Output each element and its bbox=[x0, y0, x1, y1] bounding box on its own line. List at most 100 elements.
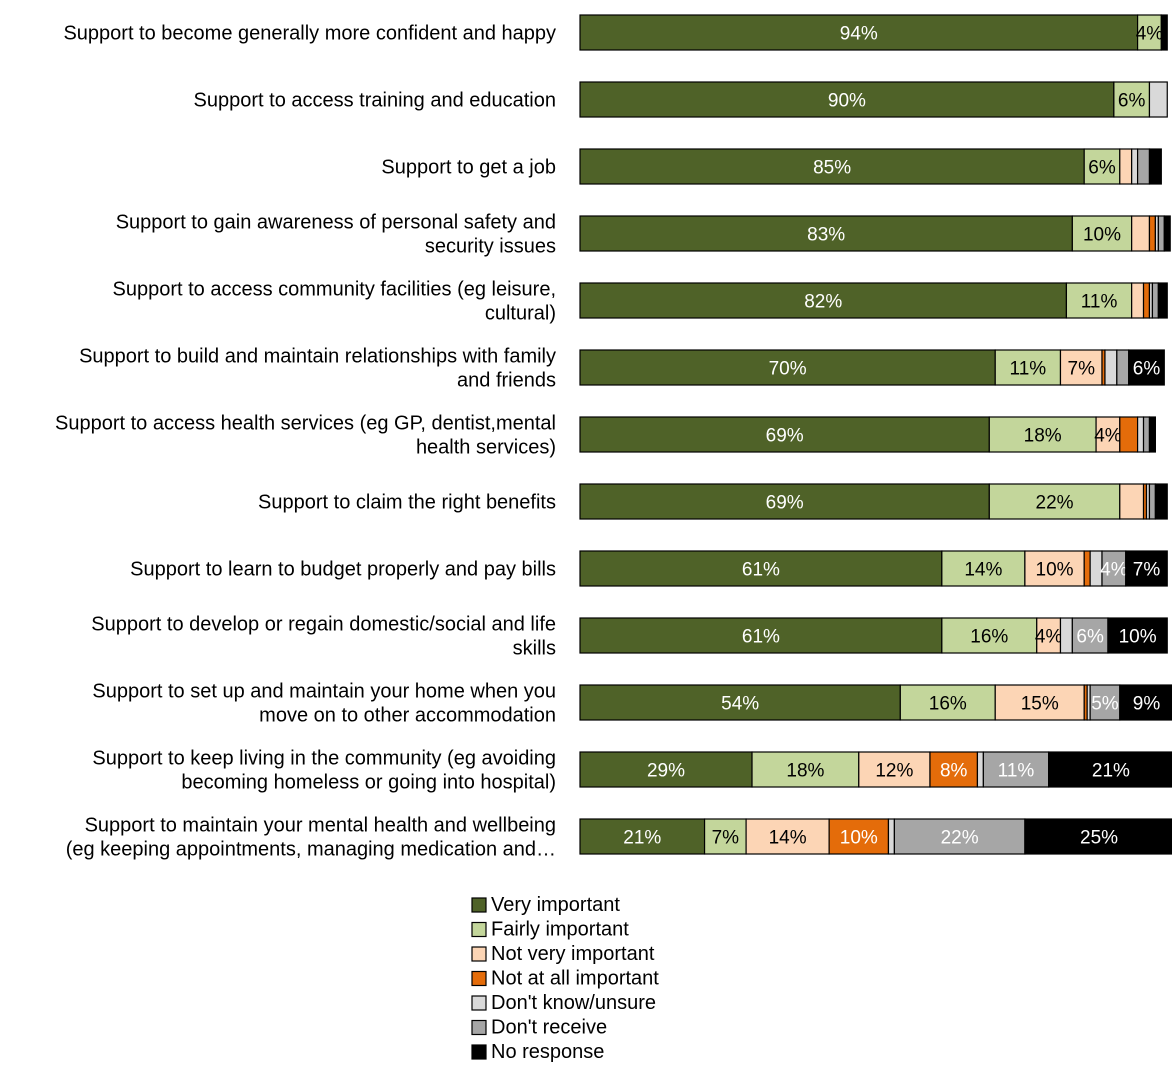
category-label-line: Support to set up and maintain your home… bbox=[92, 681, 556, 703]
data-label: 10% bbox=[840, 828, 878, 849]
bar-segment bbox=[1154, 483, 1168, 520]
category-label-line: Support to claim the right benefits bbox=[258, 492, 556, 514]
bar-segment bbox=[1125, 550, 1168, 587]
bar-segment bbox=[1059, 617, 1073, 654]
category-label-line: Support to access health services (eg GP… bbox=[55, 413, 556, 435]
bar-segment bbox=[579, 416, 990, 453]
data-label: 69% bbox=[766, 426, 804, 447]
bar-segment bbox=[703, 818, 747, 855]
data-label: 8% bbox=[940, 761, 968, 782]
category-label-line: Support to learn to budget properly and … bbox=[130, 559, 556, 581]
bar-segment bbox=[828, 818, 890, 855]
legend-swatch bbox=[471, 1044, 487, 1060]
bar-segment bbox=[988, 483, 1121, 520]
data-label: 90% bbox=[828, 91, 866, 112]
data-label: 7% bbox=[712, 828, 740, 849]
bar-segment bbox=[994, 349, 1062, 386]
bar-segment bbox=[1148, 148, 1162, 185]
bar-segment bbox=[579, 483, 990, 520]
data-label: 16% bbox=[929, 694, 967, 715]
bar-segment bbox=[1104, 349, 1118, 386]
category-label-line: Support to get a job bbox=[381, 157, 556, 179]
category-label-line: Support to build and maintain relationsh… bbox=[79, 346, 556, 368]
bar-segment bbox=[1065, 282, 1133, 319]
bar-segment bbox=[1160, 14, 1168, 51]
data-label: 16% bbox=[970, 627, 1008, 648]
category-label-line: (eg keeping appointments, managing medic… bbox=[66, 839, 556, 861]
bar-segment bbox=[1071, 617, 1109, 654]
data-label: 18% bbox=[786, 761, 824, 782]
data-label: 61% bbox=[742, 627, 780, 648]
data-label: 7% bbox=[1068, 359, 1096, 380]
bar-segment bbox=[976, 751, 984, 788]
data-label: 7% bbox=[1133, 560, 1161, 581]
bar-segment bbox=[988, 416, 1097, 453]
category-label: Support to set up and maintain your home… bbox=[92, 681, 556, 727]
data-label: 70% bbox=[769, 359, 807, 380]
category-label: Support to gain awareness of personal sa… bbox=[116, 212, 556, 258]
bar-segment bbox=[1148, 215, 1156, 252]
data-label: 61% bbox=[742, 560, 780, 581]
bar-segment bbox=[1151, 282, 1159, 319]
data-label: 69% bbox=[766, 493, 804, 514]
data-label: 4% bbox=[1094, 426, 1122, 447]
legend-swatch bbox=[471, 897, 487, 913]
data-label: 82% bbox=[804, 292, 842, 313]
bar-segment bbox=[1148, 81, 1168, 118]
legend-swatch bbox=[471, 946, 487, 962]
category-label-line: Support to access training and education bbox=[194, 90, 556, 112]
bars: 94% 4% 90% 6% 85% 6% 83% 10% 82% 11% 70% 11% 7% 6% 69%… bbox=[579, 14, 1172, 855]
bar-segment bbox=[1128, 349, 1165, 386]
category-label-line: Support to access community facilities (… bbox=[112, 279, 556, 301]
bar-segment bbox=[1131, 215, 1151, 252]
data-label: 29% bbox=[647, 761, 685, 782]
bar-segment bbox=[579, 81, 1115, 118]
category-label: Support to become generally more confide… bbox=[63, 23, 556, 45]
category-label: Support to get a job bbox=[381, 157, 556, 179]
bar-segment bbox=[1083, 148, 1121, 185]
bar-segment bbox=[982, 751, 1050, 788]
bar-segment bbox=[751, 751, 860, 788]
bar-segment bbox=[579, 550, 943, 587]
bar-segment bbox=[579, 215, 1073, 252]
bar-segment bbox=[579, 148, 1085, 185]
legend-label: No response bbox=[491, 1041, 604, 1063]
category-label-line: security issues bbox=[425, 236, 556, 258]
category-label: Support to keep living in the community … bbox=[92, 748, 556, 794]
legend-swatch bbox=[471, 970, 487, 987]
data-label: 18% bbox=[1024, 426, 1062, 447]
bar-segment bbox=[899, 684, 996, 721]
data-label: 4% bbox=[1136, 24, 1164, 45]
legend-label: Very important bbox=[491, 894, 620, 916]
bar-segment bbox=[1163, 215, 1171, 252]
legend-label: Not at all important bbox=[491, 968, 659, 990]
data-label: 11% bbox=[998, 761, 1035, 782]
bar-segment bbox=[1157, 215, 1165, 252]
data-label: 6% bbox=[1133, 359, 1161, 380]
bar-segment bbox=[1119, 148, 1133, 185]
data-label: 14% bbox=[769, 828, 807, 849]
category-label-line: Support to maintain your mental health a… bbox=[85, 815, 556, 837]
bar-segment bbox=[1142, 282, 1151, 319]
bar-segment bbox=[1107, 617, 1168, 654]
bar-segment bbox=[1113, 81, 1151, 118]
legend-swatch bbox=[471, 1019, 487, 1036]
bar-segment bbox=[941, 550, 1026, 587]
category-label: Support to learn to budget properly and … bbox=[130, 559, 556, 581]
bar-segment bbox=[579, 282, 1068, 319]
bar-segment bbox=[1024, 818, 1172, 855]
data-label: 85% bbox=[813, 158, 851, 179]
data-label: 10% bbox=[1119, 627, 1157, 648]
bar-segment bbox=[1136, 148, 1151, 185]
data-label: 11% bbox=[1010, 359, 1047, 380]
data-label: 54% bbox=[721, 694, 759, 715]
category-label-line: move on to other accommodation bbox=[259, 705, 556, 727]
category-label-line: Support to become generally more confide… bbox=[63, 23, 556, 45]
category-label-line: skills bbox=[513, 638, 556, 660]
category-label: Support to claim the right benefits bbox=[258, 492, 556, 514]
category-label: Support to build and maintain relationsh… bbox=[79, 346, 556, 392]
bar-segment bbox=[1136, 416, 1145, 453]
data-label: 10% bbox=[1083, 225, 1121, 246]
